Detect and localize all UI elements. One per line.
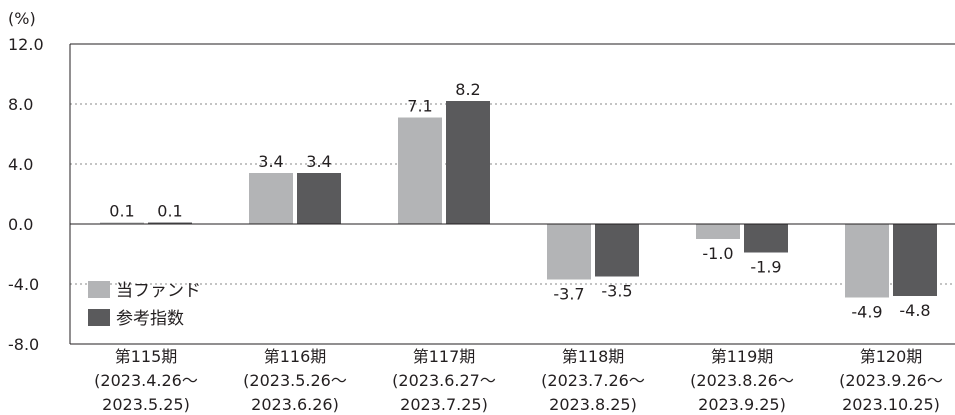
bar-fund <box>398 117 442 224</box>
category-range-end: 2023.6.26) <box>251 395 339 414</box>
category-period: 第120期 <box>860 347 923 366</box>
bars <box>100 101 937 298</box>
gridlines <box>70 103 955 285</box>
bar-fund <box>696 224 740 239</box>
category-range-end: 2023.7.25) <box>400 395 488 414</box>
y-tick-label: 12.0 <box>8 35 44 54</box>
data-label: -4.9 <box>851 303 882 322</box>
bar-index <box>446 101 490 224</box>
data-label: -4.8 <box>899 301 930 320</box>
bar-index <box>297 173 341 224</box>
category-period: 第118期 <box>562 347 625 366</box>
axes <box>69 43 955 345</box>
bar-fund <box>547 224 591 280</box>
category-period: 第119期 <box>711 347 774 366</box>
category-range-start: (2023.5.26～ <box>243 371 347 390</box>
category-range-end: 2023.9.25) <box>698 395 786 414</box>
category-range-start: (2023.4.26～ <box>94 371 198 390</box>
category-range-start: (2023.7.26～ <box>541 371 645 390</box>
bar-index <box>893 224 937 296</box>
category-range-end: 2023.5.25) <box>102 395 190 414</box>
bar-fund <box>249 173 293 224</box>
data-label: -1.9 <box>750 258 781 277</box>
legend-label-index: 参考指数 <box>116 309 184 329</box>
category-period: 第116期 <box>264 347 327 366</box>
data-label: 8.2 <box>455 80 480 99</box>
bar-fund <box>845 224 889 298</box>
data-label: 0.1 <box>157 202 182 221</box>
category-range-end: 2023.10.25) <box>842 395 940 414</box>
legend-swatch-index <box>88 309 110 326</box>
category-range-start: (2023.6.27～ <box>392 371 496 390</box>
category-period: 第117期 <box>413 347 476 366</box>
category-range-end: 2023.8.25) <box>549 395 637 414</box>
data-label: 7.1 <box>407 97 432 116</box>
bar-fund <box>100 222 144 224</box>
y-tick-label: 8.0 <box>8 95 33 114</box>
x-category-labels: 第115期 (2023.4.26～ 2023.5.25) 第116期 (2023.5.2… <box>94 347 943 414</box>
legend-swatch-fund <box>88 281 110 298</box>
bar-index <box>148 222 192 224</box>
y-axis-unit-label: (%) <box>8 9 36 28</box>
bar-index <box>744 224 788 253</box>
y-tick-label: 0.0 <box>8 215 33 234</box>
data-label: -1.0 <box>702 244 733 263</box>
y-tick-label: -8.0 <box>8 335 39 354</box>
y-tick-label: 4.0 <box>8 155 33 174</box>
data-label: 0.1 <box>109 202 134 221</box>
data-label: -3.5 <box>601 282 632 301</box>
category-range-start: (2023.8.26～ <box>690 371 794 390</box>
legend-label-fund: 当ファンド <box>116 281 201 301</box>
y-tick-label: -4.0 <box>8 275 39 294</box>
category-range-start: (2023.9.26～ <box>839 371 943 390</box>
y-tick-labels: 12.0 8.0 4.0 0.0 -4.0 -8.0 <box>8 35 44 354</box>
data-label: 3.4 <box>306 152 331 171</box>
category-period: 第115期 <box>115 347 178 366</box>
data-label: -3.7 <box>553 285 584 304</box>
data-labels: 0.1 0.1 3.4 3.4 7.1 8.2 -3.7 -3.5 -1.0 -1.9 -4.9 -4… <box>109 80 930 322</box>
bar-index <box>595 224 639 277</box>
data-label: 3.4 <box>258 152 283 171</box>
